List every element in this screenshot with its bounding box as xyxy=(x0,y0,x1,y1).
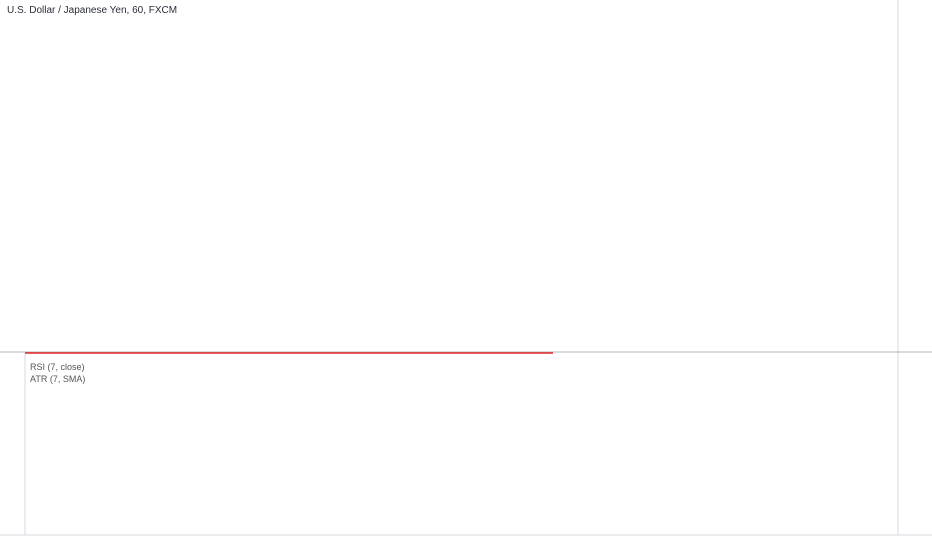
rsi-label: RSI (7, close) xyxy=(30,362,85,372)
atr-label: ATR (7, SMA) xyxy=(30,374,86,384)
chart-title: U.S. Dollar / Japanese Yen, 60, FXCM xyxy=(7,5,178,16)
